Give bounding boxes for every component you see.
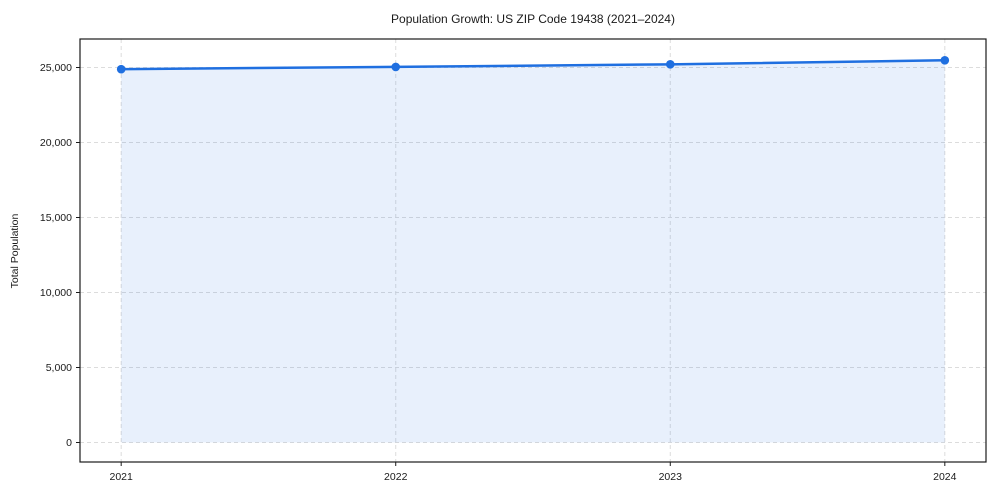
chart-title: Population Growth: US ZIP Code 19438 (20…	[391, 12, 675, 26]
y-tick-label: 25,000	[40, 62, 72, 74]
y-tick-label: 0	[66, 437, 72, 449]
data-point-2024	[940, 56, 950, 65]
x-tick-label: 2021	[110, 471, 134, 483]
y-axis-label: Total Population	[9, 213, 21, 288]
plot-border	[79, 38, 987, 463]
y-tick-label: 5,000	[46, 362, 72, 374]
x-tick-label: 2023	[659, 471, 683, 483]
data-point-2022	[391, 62, 401, 72]
series-line	[119, 59, 947, 71]
data-point-2023	[665, 60, 675, 69]
y-tick-label: 10,000	[40, 287, 72, 299]
y-tick-label: 20,000	[40, 137, 72, 149]
data-point-2021	[116, 64, 126, 74]
area-fill	[121, 60, 945, 443]
plot-area: 0 5,000 10,000 15,000 20,000 25,000 2021 2022 20…	[40, 38, 987, 483]
x-tick-label: 2022	[384, 471, 408, 483]
x-tick-label: 2024	[933, 471, 957, 483]
y-tick-label: 15,000	[40, 212, 72, 224]
